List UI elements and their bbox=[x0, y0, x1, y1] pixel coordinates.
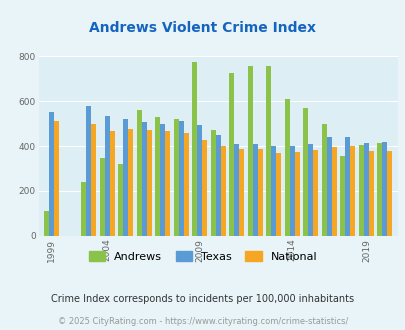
Bar bbox=[81, 182, 86, 236]
Bar bbox=[350, 146, 354, 236]
Bar bbox=[91, 123, 96, 236]
Bar bbox=[257, 149, 262, 236]
Bar bbox=[252, 144, 257, 236]
Bar bbox=[104, 116, 109, 236]
Bar bbox=[141, 122, 146, 236]
Bar bbox=[331, 147, 336, 236]
Bar bbox=[178, 121, 183, 236]
Bar bbox=[321, 124, 326, 236]
Bar bbox=[155, 117, 160, 236]
Bar bbox=[358, 145, 363, 236]
Bar bbox=[210, 130, 215, 236]
Bar bbox=[303, 108, 307, 236]
Text: Crime Index corresponds to incidents per 100,000 inhabitants: Crime Index corresponds to incidents per… bbox=[51, 294, 354, 304]
Bar bbox=[289, 146, 294, 236]
Bar bbox=[386, 151, 392, 236]
Bar bbox=[229, 73, 234, 236]
Bar bbox=[307, 144, 313, 236]
Bar bbox=[118, 164, 123, 236]
Bar bbox=[146, 130, 151, 236]
Bar bbox=[44, 211, 49, 236]
Bar bbox=[326, 137, 331, 236]
Bar bbox=[363, 143, 368, 236]
Bar bbox=[215, 135, 220, 236]
Bar bbox=[368, 150, 373, 236]
Bar bbox=[136, 110, 141, 236]
Bar bbox=[123, 119, 128, 236]
Bar bbox=[339, 156, 345, 236]
Text: Andrews Violent Crime Index: Andrews Violent Crime Index bbox=[89, 21, 316, 35]
Bar bbox=[239, 149, 244, 236]
Legend: Andrews, Texas, National: Andrews, Texas, National bbox=[84, 247, 321, 267]
Bar bbox=[128, 129, 133, 236]
Bar bbox=[165, 131, 170, 236]
Bar bbox=[202, 140, 207, 236]
Bar bbox=[183, 133, 188, 236]
Bar bbox=[313, 150, 318, 236]
Bar bbox=[192, 62, 197, 236]
Bar bbox=[382, 142, 386, 236]
Bar bbox=[284, 99, 289, 236]
Bar bbox=[377, 143, 382, 236]
Bar bbox=[49, 112, 54, 236]
Bar bbox=[86, 106, 91, 236]
Bar bbox=[160, 123, 165, 236]
Bar bbox=[266, 66, 271, 236]
Bar bbox=[271, 146, 276, 236]
Bar bbox=[173, 119, 178, 236]
Bar bbox=[54, 121, 59, 236]
Bar bbox=[247, 66, 252, 236]
Text: © 2025 CityRating.com - https://www.cityrating.com/crime-statistics/: © 2025 CityRating.com - https://www.city… bbox=[58, 317, 347, 326]
Bar bbox=[197, 125, 202, 236]
Bar bbox=[234, 144, 239, 236]
Bar bbox=[345, 138, 350, 236]
Bar bbox=[276, 153, 281, 236]
Bar bbox=[99, 158, 104, 236]
Bar bbox=[109, 131, 114, 236]
Bar bbox=[294, 152, 299, 236]
Bar bbox=[220, 146, 225, 236]
